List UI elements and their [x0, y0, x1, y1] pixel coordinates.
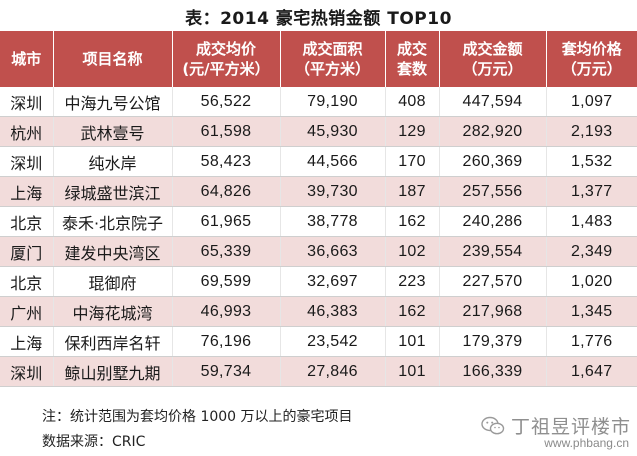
data-source: 数据来源：CRIC — [42, 434, 146, 450]
table-title: 表：2014 豪宅热销金额 TOP10 — [185, 9, 452, 29]
cell-city: 上海 — [0, 326, 54, 357]
watermark-url: www.phbang.cn — [544, 436, 629, 450]
cell-avg-price: 2,193 — [546, 116, 637, 147]
cell-area: 79,190 — [280, 87, 386, 117]
cell-area: 39,730 — [280, 176, 386, 207]
cell-area: 23,542 — [280, 326, 386, 357]
footnote: 注：统计范围为套均价格 1000 万以上的豪宅项目 — [42, 409, 353, 425]
cell-project: 保利西岸名轩 — [53, 326, 173, 357]
cell-avg-price: 1,532 — [546, 146, 637, 177]
cell-project: 琨御府 — [53, 266, 173, 297]
cell-avg-price: 1,345 — [546, 296, 637, 327]
cell-project: 鲸山别墅九期 — [53, 356, 173, 387]
cell-avg-price: 1,377 — [546, 176, 637, 207]
cell-price: 61,598 — [172, 116, 281, 147]
table-row: 厦门 建发中央湾区 65,339 36,663 102 239,554 2,34… — [0, 236, 637, 267]
data-table: 城市 项目名称 成交均价 (元/平方米） 成交面积 （平方米） 成交 套数 成交金额（… — [0, 31, 637, 387]
cell-price: 61,965 — [172, 206, 281, 237]
table-row: 深圳 鲸山别墅九期 59,734 27,846 101 166,339 1,64… — [0, 356, 637, 387]
cell-avg-price: 1,776 — [546, 326, 637, 357]
table-row: 深圳 中海九号公馆 56,522 79,190 408 447,594 1,09… — [0, 87, 637, 117]
watermark: 丁祖昱评楼市 — [481, 412, 631, 439]
header-price: 成交均价 (元/平方米） — [172, 31, 281, 87]
cell-project: 建发中央湾区 — [53, 236, 173, 267]
cell-units: 162 — [385, 296, 440, 327]
cell-amount: 257,556 — [439, 176, 547, 207]
header-area: 成交面积 （平方米） — [280, 31, 386, 87]
wechat-icon — [481, 416, 505, 434]
header-project: 项目名称 — [53, 31, 173, 87]
cell-city: 深圳 — [0, 87, 54, 117]
cell-units: 102 — [385, 236, 440, 267]
cell-city: 深圳 — [0, 146, 54, 177]
cell-area: 36,663 — [280, 236, 386, 267]
header-city: 城市 — [0, 31, 54, 87]
cell-amount: 239,554 — [439, 236, 547, 267]
cell-amount: 240,286 — [439, 206, 547, 237]
cell-avg-price: 2,349 — [546, 236, 637, 267]
header-units: 成交 套数 — [385, 31, 440, 87]
cell-amount: 447,594 — [439, 87, 547, 117]
cell-area: 27,846 — [280, 356, 386, 387]
cell-area: 32,697 — [280, 266, 386, 297]
header-amount: 成交金额 （万元） — [439, 31, 547, 87]
cell-city: 杭州 — [0, 116, 54, 147]
cell-amount: 166,339 — [439, 356, 547, 387]
cell-units: 101 — [385, 326, 440, 357]
table-row: 广州 中海花城湾 46,993 46,383 162 217,968 1,345 — [0, 296, 637, 327]
cell-avg-price: 1,097 — [546, 87, 637, 117]
header-row: 城市 项目名称 成交均价 (元/平方米） 成交面积 （平方米） 成交 套数 成交金额（… — [0, 31, 637, 87]
cell-price: 64,826 — [172, 176, 281, 207]
cell-city: 北京 — [0, 266, 54, 297]
cell-area: 46,383 — [280, 296, 386, 327]
cell-city: 厦门 — [0, 236, 54, 267]
cell-price: 76,196 — [172, 326, 281, 357]
table-row: 北京 泰禾·北京院子 61,965 38,778 162 240,286 1,4… — [0, 206, 637, 237]
cell-amount: 282,920 — [439, 116, 547, 147]
cell-project: 泰禾·北京院子 — [53, 206, 173, 237]
cell-area: 38,778 — [280, 206, 386, 237]
cell-project: 中海花城湾 — [53, 296, 173, 327]
header-avg-price: 套均价格 （万元） — [546, 31, 637, 87]
cell-amount: 227,570 — [439, 266, 547, 297]
cell-area: 44,566 — [280, 146, 386, 177]
cell-price: 59,734 — [172, 356, 281, 387]
cell-units: 223 — [385, 266, 440, 297]
cell-units: 162 — [385, 206, 440, 237]
cell-amount: 217,968 — [439, 296, 547, 327]
cell-city: 深圳 — [0, 356, 54, 387]
cell-avg-price: 1,020 — [546, 266, 637, 297]
cell-area: 45,930 — [280, 116, 386, 147]
cell-price: 58,423 — [172, 146, 281, 177]
table-row: 北京 琨御府 69,599 32,697 223 227,570 1,020 — [0, 266, 637, 297]
table-row: 杭州 武林壹号 61,598 45,930 129 282,920 2,193 — [0, 116, 637, 147]
cell-project: 中海九号公馆 — [53, 87, 173, 117]
cell-amount: 179,379 — [439, 326, 547, 357]
cell-price: 56,522 — [172, 87, 281, 117]
cell-project: 武林壹号 — [53, 116, 173, 147]
cell-units: 187 — [385, 176, 440, 207]
cell-city: 上海 — [0, 176, 54, 207]
cell-units: 170 — [385, 146, 440, 177]
table-row: 上海 绿城盛世滨江 64,826 39,730 187 257,556 1,37… — [0, 176, 637, 207]
cell-units: 408 — [385, 87, 440, 117]
cell-avg-price: 1,647 — [546, 356, 637, 387]
cell-city: 广州 — [0, 296, 54, 327]
cell-price: 69,599 — [172, 266, 281, 297]
cell-project: 绿城盛世滨江 — [53, 176, 173, 207]
cell-units: 129 — [385, 116, 440, 147]
watermark-text: 丁祖昱评楼市 — [510, 416, 631, 438]
table-row: 深圳 纯水岸 58,423 44,566 170 260,369 1,532 — [0, 146, 637, 177]
cell-amount: 260,369 — [439, 146, 547, 177]
cell-city: 北京 — [0, 206, 54, 237]
cell-project: 纯水岸 — [53, 146, 173, 177]
cell-avg-price: 1,483 — [546, 206, 637, 237]
cell-units: 101 — [385, 356, 440, 387]
table-row: 上海 保利西岸名轩 76,196 23,542 101 179,379 1,77… — [0, 326, 637, 357]
cell-price: 65,339 — [172, 236, 281, 267]
cell-price: 46,993 — [172, 296, 281, 327]
